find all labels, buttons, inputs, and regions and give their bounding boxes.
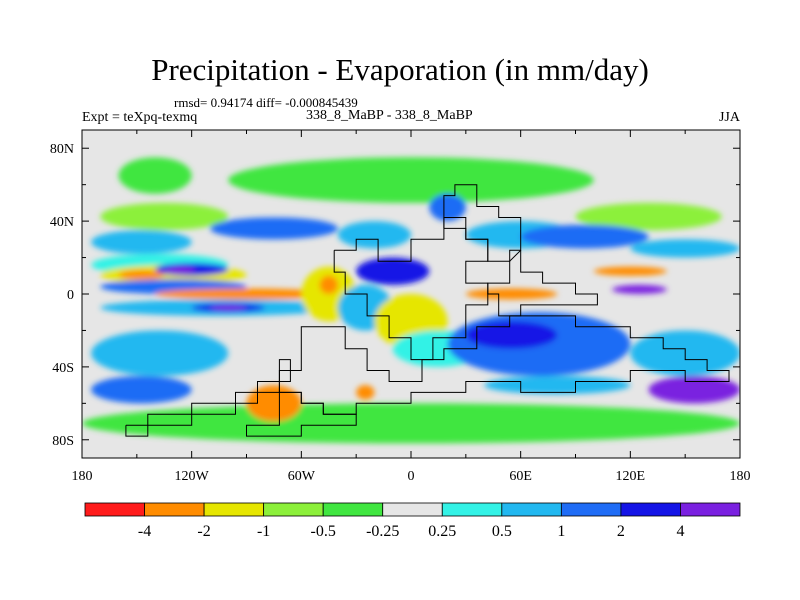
field-region-green bbox=[82, 403, 740, 444]
colorbar-box bbox=[501, 502, 562, 517]
experiment-label: Expt = teXpq-texmq bbox=[82, 110, 198, 125]
field-region-lightgreen bbox=[100, 202, 229, 231]
colorbar-label: 0.25 bbox=[428, 523, 456, 540]
colorbar-label: 1 bbox=[557, 523, 565, 540]
stats-line: rmsd= 0.94174 diff= -0.000845439 bbox=[174, 95, 358, 110]
field-region-purple bbox=[612, 284, 667, 295]
field-region-blue bbox=[209, 217, 338, 240]
colorbar-label: 2 bbox=[617, 523, 625, 540]
y-tick-label: 80S bbox=[52, 434, 74, 449]
y-tick-label: 80N bbox=[50, 142, 74, 157]
colorbar-box bbox=[620, 502, 681, 517]
field-region-green bbox=[118, 157, 192, 194]
field-region-darkblue bbox=[465, 321, 558, 349]
y-tick-label: 40N bbox=[50, 215, 74, 230]
colorbar-box bbox=[441, 502, 503, 517]
field-region-darkblue bbox=[356, 257, 430, 285]
x-tick-label: 180 bbox=[72, 469, 93, 484]
field-region-orange bbox=[356, 385, 375, 400]
x-tick-label: 0 bbox=[408, 469, 415, 484]
coastline-south-plate bbox=[246, 391, 357, 437]
field-region-orange bbox=[118, 270, 165, 280]
colorbar-label: -0.5 bbox=[311, 523, 336, 540]
coastline-antarctic-strip bbox=[125, 359, 291, 437]
field-region-blue bbox=[429, 193, 466, 222]
chart-title: Precipitation - Evaporation (in mm/day) bbox=[151, 52, 649, 87]
field-region-lightgreen bbox=[575, 202, 722, 231]
colorbar-label: -2 bbox=[197, 523, 210, 540]
season-label: JJA bbox=[718, 110, 740, 125]
field-region-lightblue bbox=[91, 230, 192, 254]
colorbar-box bbox=[203, 502, 265, 517]
colorbar-label: -1 bbox=[257, 523, 270, 540]
field-region-blue bbox=[520, 224, 649, 249]
x-axis: 180 120W 60W 0 60E 120E 180 bbox=[72, 130, 751, 484]
colorbar-box bbox=[680, 502, 741, 517]
map-area bbox=[82, 130, 740, 458]
coastline-east-coast bbox=[487, 249, 598, 317]
colorbar-label: -4 bbox=[138, 523, 151, 540]
case-label: 338_8_MaBP - 338_8_MaBP bbox=[306, 108, 473, 123]
colorbar-label: 0.5 bbox=[492, 523, 512, 540]
y-axis: 80N 40N 0 40S 80S bbox=[50, 142, 740, 449]
coastline-north-plate bbox=[443, 184, 522, 262]
field-region-lightblue bbox=[91, 330, 229, 376]
colorbar-box bbox=[560, 502, 622, 517]
field-region-blue bbox=[91, 376, 192, 404]
field-region-lightblue bbox=[630, 239, 740, 258]
field-region-purple bbox=[648, 376, 740, 404]
coastlines bbox=[125, 184, 730, 437]
field-regions bbox=[82, 157, 740, 444]
x-tick-label: 120W bbox=[175, 469, 210, 484]
colorbar-box bbox=[382, 502, 443, 517]
field-region-orange bbox=[319, 275, 338, 294]
field-region-purple bbox=[164, 266, 196, 274]
colorbar-label: 4 bbox=[676, 523, 684, 540]
colorbar: -4 -2 -1 -0.5 -0.25 0.25 0.5 1 2 4 bbox=[84, 502, 741, 540]
x-tick-label: 60E bbox=[509, 469, 532, 484]
field-region-orange bbox=[465, 288, 558, 300]
x-tick-label: 120E bbox=[616, 469, 646, 484]
y-tick-label: 0 bbox=[67, 288, 74, 303]
field-region-orange bbox=[155, 288, 338, 300]
colorbar-box bbox=[84, 502, 145, 517]
x-tick-label: 60W bbox=[288, 469, 316, 484]
colorbar-box bbox=[263, 502, 324, 517]
field-region-green bbox=[228, 157, 594, 203]
colorbar-label: -0.25 bbox=[366, 523, 399, 540]
field-region-lightblue bbox=[337, 221, 412, 249]
field-region-orange bbox=[246, 385, 302, 422]
colorbar-box bbox=[144, 502, 205, 517]
field-region-orange bbox=[593, 266, 667, 276]
field-region-lightblue bbox=[484, 376, 631, 395]
coastline-gondwana-south bbox=[278, 315, 730, 415]
colorbar-box bbox=[322, 502, 384, 517]
y-tick-label: 40S bbox=[52, 361, 74, 376]
field-region-purple bbox=[209, 304, 247, 311]
x-tick-label: 180 bbox=[730, 469, 751, 484]
